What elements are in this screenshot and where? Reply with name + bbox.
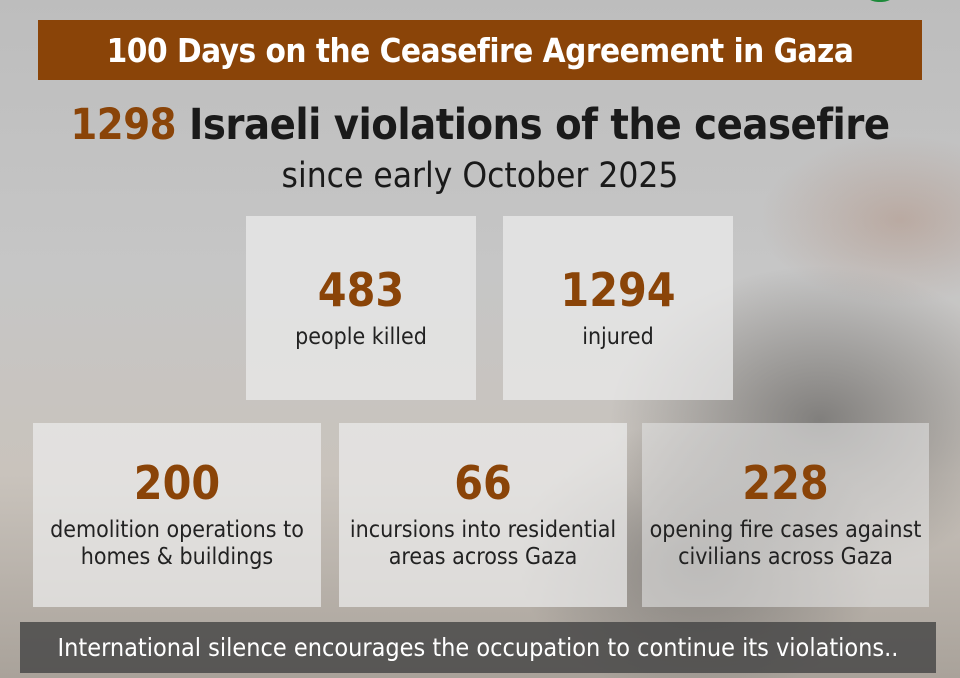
- stat-card-injured: 1294 injured: [503, 216, 733, 400]
- stat-value: 1294: [560, 262, 676, 317]
- footer-banner: International silence encourages the occ…: [20, 622, 936, 673]
- stat-value: 483: [317, 262, 405, 317]
- logo-emblem: [862, 0, 898, 2]
- stat-card-killed: 483 people killed: [246, 216, 476, 400]
- stat-value: 66: [454, 456, 512, 511]
- stat-value: 200: [133, 456, 221, 511]
- stat-label: injured: [582, 323, 654, 350]
- violations-count: 1298: [70, 100, 177, 150]
- subtitle: since early October 2025: [281, 156, 679, 196]
- headline: 1298 Israeli violations of the ceasefire: [0, 100, 960, 150]
- footer-text: International silence encourages the occ…: [57, 633, 899, 662]
- headline-text: Israeli violations of the ceasefire: [176, 100, 890, 150]
- stat-label: opening fire cases against civilians acr…: [649, 516, 922, 571]
- stat-value: 228: [742, 456, 829, 511]
- title-text: 100 Days on the Ceasefire Agreement in G…: [106, 30, 854, 70]
- stat-label: people killed: [295, 323, 427, 350]
- title-banner: 100 Days on the Ceasefire Agreement in G…: [38, 20, 922, 80]
- stat-label: demolition operations to homes & buildin…: [50, 516, 304, 571]
- stat-card-opening-fire: 228 opening fire cases against civilians…: [642, 423, 929, 607]
- stat-label: incursions into residential areas across…: [349, 516, 617, 571]
- stat-card-incursions: 66 incursions into residential areas acr…: [339, 423, 627, 607]
- stat-card-demolitions: 200 demolition operations to homes & bui…: [33, 423, 321, 607]
